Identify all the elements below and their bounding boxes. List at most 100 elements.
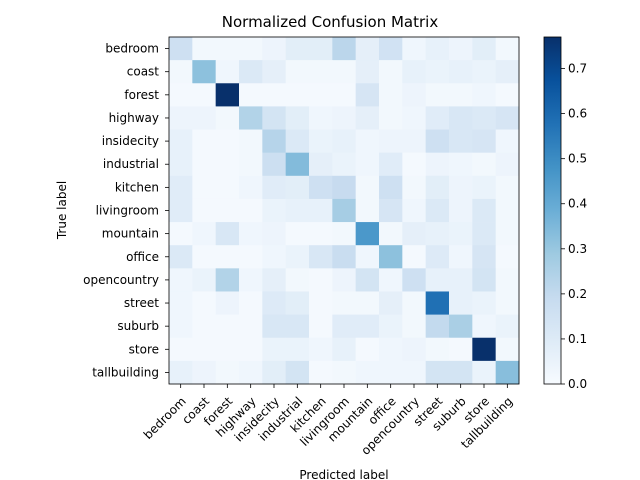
heatmap-cell [192, 268, 217, 292]
x-axis-ticks: bedroomcoastforesthighwayinsidecityindus… [141, 384, 515, 458]
heatmap-cell [192, 245, 217, 269]
heatmap-cell [239, 152, 263, 177]
heatmap-cell [169, 360, 193, 385]
heatmap-cell [192, 337, 217, 362]
heatmap-cell [169, 106, 193, 130]
heatmap-cell [449, 291, 473, 315]
heatmap-cell [472, 222, 497, 246]
heatmap-cell [169, 152, 193, 177]
heatmap-cell [262, 360, 287, 385]
heatmap-cell [239, 175, 263, 200]
heatmap-cell [355, 268, 380, 292]
heatmap-cell [192, 106, 217, 130]
heatmap-cell [449, 314, 473, 339]
heatmap-cell [425, 106, 450, 130]
heatmap-cell [402, 360, 427, 385]
heatmap-cell [355, 152, 380, 177]
heatmap-cell [472, 129, 497, 154]
heatmap-cell [472, 291, 497, 315]
heatmap-cell [495, 360, 520, 385]
heatmap-cell [285, 314, 310, 339]
heatmap-cell [332, 337, 357, 362]
heatmap-cell [215, 83, 240, 107]
heatmap-cell [309, 360, 333, 385]
heatmap-cell [472, 37, 497, 61]
heatmap-cell [449, 360, 473, 385]
heatmap-cell [262, 60, 287, 84]
heatmap-cell [472, 360, 497, 385]
heatmap-cell [169, 198, 193, 223]
heatmap-cell [332, 360, 357, 385]
heatmap-cell [239, 291, 263, 315]
heatmap-cell [449, 268, 473, 292]
heatmap-cell [332, 37, 357, 61]
heatmap-cell [285, 360, 310, 385]
heatmap-cell [169, 337, 193, 362]
heatmap-cell [402, 152, 427, 177]
heatmap-cell [262, 175, 287, 200]
heatmap-cell [355, 37, 380, 61]
y-axis-ticks: bedroom coast forest highway insidecity indus… [83, 42, 169, 379]
y-axis-label: True label [55, 181, 69, 240]
heatmap-cell [262, 152, 287, 177]
heatmap-cell [332, 314, 357, 339]
heatmap-cell [239, 106, 263, 130]
heatmap-cell [449, 152, 473, 177]
heatmap-cell [355, 245, 380, 269]
heatmap-cell [215, 314, 240, 339]
colorbar-tick-label: 0.5 [568, 152, 587, 166]
heatmap-cell [262, 106, 287, 130]
x-axis-label: Predicted label [299, 468, 388, 480]
heatmap-cell [309, 291, 333, 315]
heatmap-cell [402, 222, 427, 246]
heatmap-cell [309, 175, 333, 200]
heatmap-cell [285, 268, 310, 292]
heatmap-cell [192, 60, 217, 84]
y-tick-label: insidecity [102, 134, 159, 148]
heatmap-cell [472, 198, 497, 223]
heatmap-cell [449, 175, 473, 200]
heatmap-cell [402, 268, 427, 292]
heatmap-cell [192, 152, 217, 177]
heatmap-cell [262, 37, 287, 61]
heatmap-cell [332, 83, 357, 107]
heatmap-cell [379, 175, 403, 200]
heatmap-cell [379, 198, 403, 223]
heatmap-cell [215, 198, 240, 223]
heatmap-cell [169, 245, 193, 269]
heatmap-cell [239, 314, 263, 339]
heatmap-cell [285, 60, 310, 84]
heatmap-cell [192, 360, 217, 385]
heatmap-cell [309, 152, 333, 177]
heatmap-cell [402, 106, 427, 130]
heatmap-cell [215, 129, 240, 154]
heatmap-cell [169, 222, 193, 246]
heatmap-cell [262, 129, 287, 154]
heatmap-cell [285, 222, 310, 246]
heatmap-cell [379, 83, 403, 107]
heatmap-cell [215, 175, 240, 200]
heatmap-cell [285, 245, 310, 269]
heatmap-cell [262, 222, 287, 246]
heatmap-cell [495, 129, 520, 154]
heatmap-cell [425, 268, 450, 292]
heatmap-cell [495, 60, 520, 84]
y-tick-label: livingroom [96, 204, 159, 218]
heatmap-cell [379, 337, 403, 362]
heatmap-cell [192, 37, 217, 61]
chart-title: Normalized Confusion Matrix [222, 13, 439, 31]
heatmap-cell [379, 106, 403, 130]
heatmap-cell [425, 314, 450, 339]
heatmap-cell [285, 83, 310, 107]
heatmap-cell [192, 83, 217, 107]
heatmap-cell [192, 291, 217, 315]
heatmap-cell [169, 268, 193, 292]
heatmap-cell [239, 37, 263, 61]
heatmap-cell [285, 291, 310, 315]
heatmap-cell [425, 152, 450, 177]
heatmap-cell [285, 129, 310, 154]
heatmap-cell [355, 360, 380, 385]
heatmap-cell [402, 245, 427, 269]
heatmap-cell [495, 106, 520, 130]
heatmap-cell [332, 129, 357, 154]
